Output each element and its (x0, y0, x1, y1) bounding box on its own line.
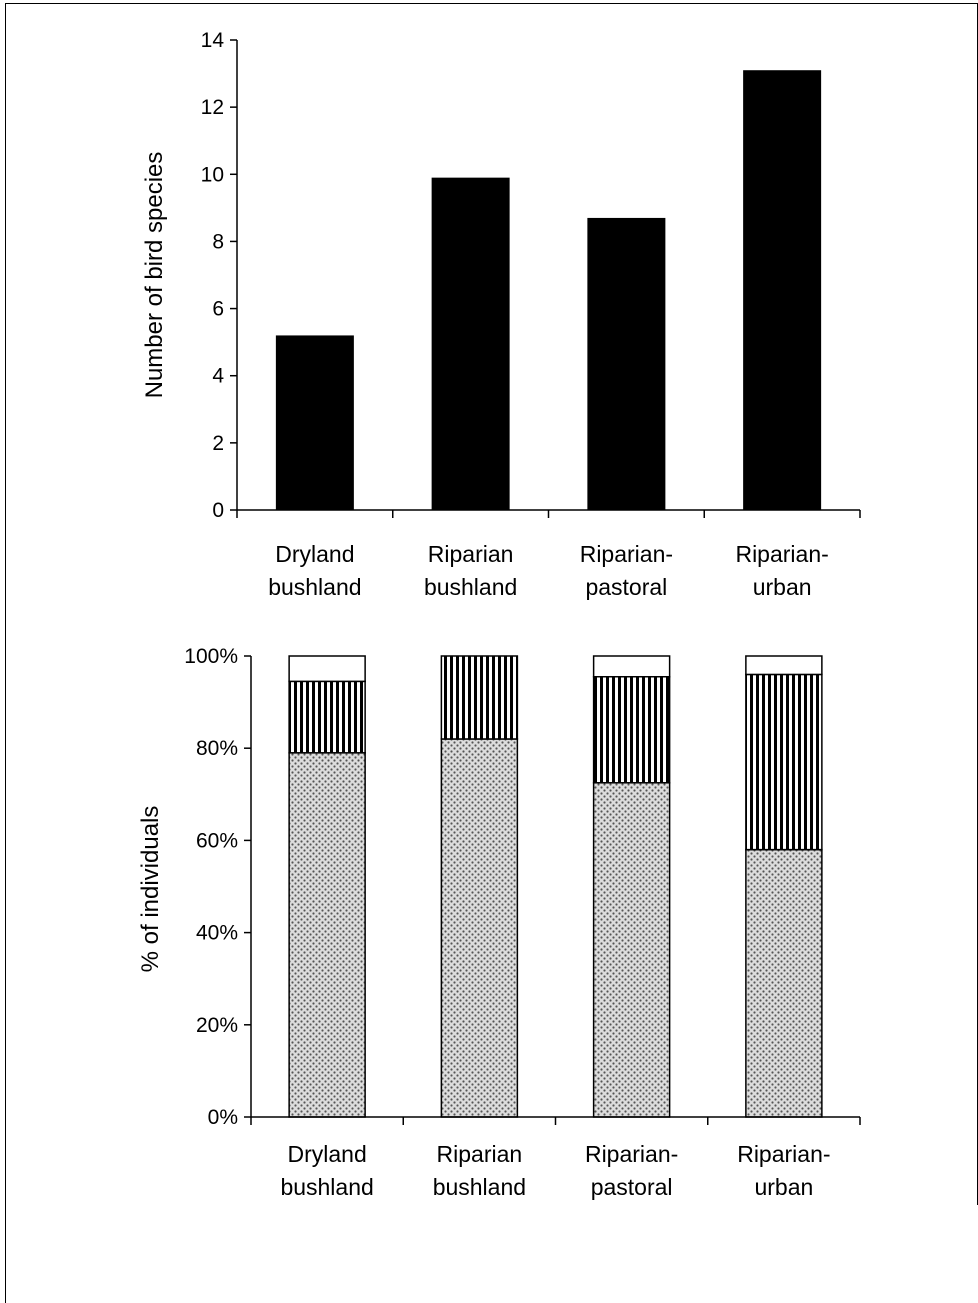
top-y-tick-label: 8 (212, 230, 224, 253)
top-category-label: bushland (424, 574, 517, 600)
top-category-label: Riparian- (735, 541, 828, 567)
top-y-ticks: 0 2 4 6 8 10 12 14 (201, 29, 237, 522)
bot-category-label: Riparian- (737, 1141, 830, 1167)
top-y-tick-label: 4 (212, 365, 224, 388)
bot-category-label: urban (754, 1174, 813, 1200)
bar-3 (587, 217, 666, 510)
bot-y-tick-label: 80% (196, 737, 238, 760)
top-x-labels: Dryland bushland Riparian bushland Riparian-… (268, 541, 829, 600)
stack-segment-3-2 (592, 675, 671, 784)
stack-segment-2-2 (440, 655, 519, 740)
top-category-label: Riparian- (580, 541, 673, 567)
bar-2 (431, 177, 510, 510)
top-y-tick-label: 6 (212, 298, 224, 321)
bot-category-label: bushland (433, 1174, 526, 1200)
bar-4 (743, 70, 822, 510)
bot-y-tick-label: 40% (196, 922, 238, 945)
individuals-percent-chart: % of individuals 0% 20% 40% 60% 80% 100% Dryl… (137, 645, 861, 1200)
stack-segment-2-1 (440, 738, 519, 1118)
top-category-label: Riparian (428, 541, 514, 567)
bot-category-label: bushland (280, 1174, 373, 1200)
bot-y-tick-label: 20% (196, 1014, 238, 1037)
stack-segment-1-3 (288, 655, 366, 683)
stack-segment-1-1 (288, 752, 366, 1118)
bot-y-tick-label: 0% (208, 1106, 238, 1129)
bottom-axes (250, 656, 861, 1125)
top-axes (236, 40, 861, 518)
top-y-axis-title: Number of bird species (141, 152, 168, 399)
bottom-x-labels: Dryland bushland Riparian bushland Riparian-… (280, 1141, 830, 1200)
bottom-bars (288, 655, 823, 1118)
stack-segment-4-3 (745, 655, 823, 676)
top-category-label: bushland (268, 574, 361, 600)
figure-charts: Number of bird species 0 2 4 6 8 10 12 14 Dryla… (137, 29, 861, 1200)
stack-segment-4-1 (745, 848, 823, 1118)
bot-category-label: Riparian- (585, 1141, 678, 1167)
bot-category-label: Dryland (287, 1141, 366, 1167)
bottom-y-axis-title: % of individuals (137, 806, 164, 973)
stack-segment-1-2 (288, 680, 366, 754)
species-count-chart: Number of bird species 0 2 4 6 8 10 12 14 Dryla… (141, 29, 861, 600)
top-y-tick-label: 12 (201, 96, 224, 119)
bot-y-tick-label: 100% (184, 645, 238, 668)
figure: Number of bird species 0 2 4 6 8 10 12 14 Dryla… (5, 3, 978, 1303)
stack-segment-4-2 (745, 673, 823, 851)
bottom-y-ticks: 0% 20% 40% 60% 80% 100% (184, 645, 251, 1129)
top-category-label: urban (753, 574, 812, 600)
top-category-label: Dryland (275, 541, 354, 567)
stack-segment-3-1 (592, 782, 671, 1118)
top-y-tick-label: 0 (212, 499, 224, 522)
bot-category-label: Riparian (437, 1141, 523, 1167)
top-category-label: pastoral (585, 574, 667, 600)
figure-frame (5, 3, 978, 1303)
bot-y-tick-label: 60% (196, 829, 238, 852)
stack-segment-3-3 (592, 655, 671, 678)
top-bars (275, 70, 822, 510)
top-y-tick-label: 2 (212, 432, 224, 455)
top-y-tick-label: 14 (201, 29, 225, 52)
top-y-tick-label: 10 (201, 163, 224, 186)
bar-1 (275, 335, 354, 510)
bot-category-label: pastoral (591, 1174, 673, 1200)
